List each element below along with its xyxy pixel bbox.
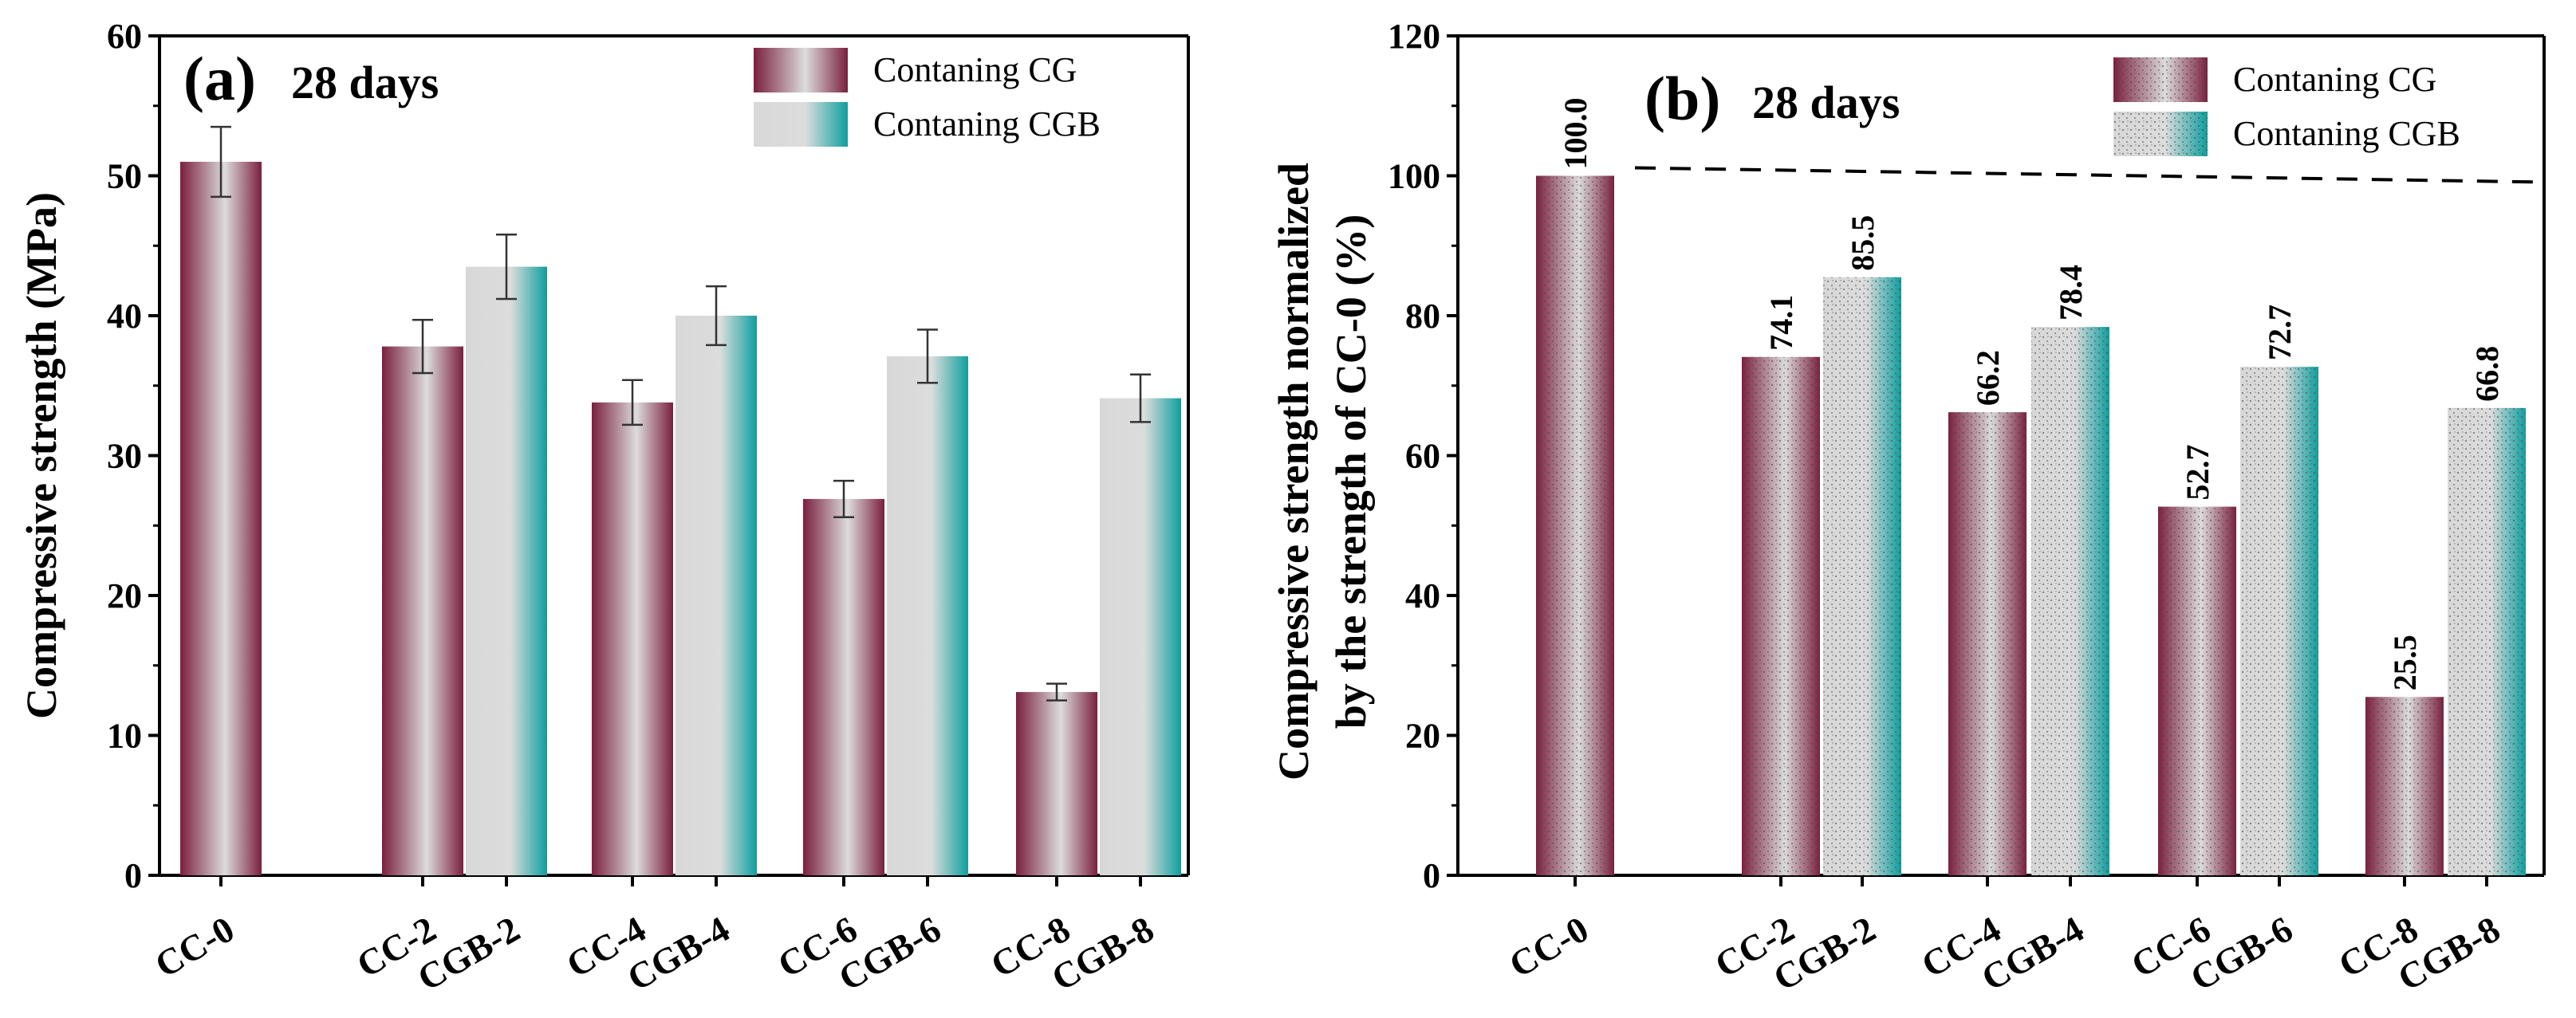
bar-texture-cc-2	[1742, 356, 1820, 876]
x-tick-label-cc-0: CC-0	[1503, 908, 1595, 985]
data-label-cgb-8: 66.8	[2469, 346, 2505, 402]
bar-cgb-8	[1100, 398, 1181, 875]
panel-subtitle-a: 28 days	[291, 57, 439, 108]
bar-cc-0	[180, 161, 262, 875]
panel-letter-b: (b)	[1644, 64, 1720, 133]
data-label-cc-6: 52.7	[2180, 445, 2216, 501]
legend-label-cgb-b: Contaning CGB	[2233, 114, 2460, 153]
data-label-cc-4: 66.2	[1970, 350, 2006, 406]
bar-texture-cgb-2	[1823, 277, 1901, 875]
y-tick-label-b: 80	[1405, 297, 1440, 336]
panel-subtitle-b: 28 days	[1752, 77, 1900, 128]
y-tick-label-b: 20	[1405, 717, 1440, 756]
bar-texture-cc-0	[1536, 175, 1614, 875]
y-tick-label-a: 40	[107, 297, 142, 336]
y-tick-label-a: 0	[124, 856, 142, 895]
y-tick-label-a: 50	[107, 157, 142, 196]
reference-line-100	[1634, 166, 2545, 184]
bar-texture-cgb-8	[2448, 407, 2526, 876]
y-tick-label-a: 60	[107, 17, 142, 56]
bar-cc-4	[592, 402, 673, 875]
y-tick-label-a: 20	[107, 576, 142, 615]
panel-a: 0 10 20 30 40 50 60 Compressive strength (MPa) C…	[18, 17, 1190, 999]
y-tick-label-b: 0	[1423, 856, 1440, 895]
data-label-cc-8: 25.5	[2387, 635, 2423, 690]
panel-b: 0 20 40 60 80 100 120 Compressive strength norm…	[1270, 17, 2546, 999]
bar-cc-8	[1016, 692, 1097, 875]
y-tick-label-b: 100	[1388, 157, 1440, 196]
bar-texture-cgb-4	[2031, 327, 2109, 875]
legend-swatch-cgb-a	[754, 102, 848, 147]
y-axis-title-a: Compressive strength (MPa)	[18, 192, 65, 719]
y-axis-title-line1-b: Compressive strength normalized	[1270, 163, 1318, 780]
bar-cgb-6	[887, 356, 968, 875]
data-label-cc-2: 74.1	[1763, 295, 1799, 351]
data-label-cgb-6: 72.7	[2262, 305, 2298, 360]
bar-cc-6	[803, 498, 884, 875]
data-label-cgb-4: 78.4	[2053, 265, 2089, 320]
bar-cc-2	[382, 346, 463, 875]
data-label-cgb-2: 85.5	[1845, 215, 1881, 271]
legend-label-cgb-a: Contaning CGB	[873, 104, 1101, 143]
data-label-cc-0: 100.0	[1558, 98, 1593, 170]
bar-cgb-4	[676, 316, 757, 875]
legend-swatch-texture-b	[2113, 112, 2208, 156]
legend-swatch-cg-a	[754, 48, 848, 92]
panel-letter-a: (a)	[183, 44, 256, 113]
bar-texture-cc-8	[2365, 697, 2444, 875]
y-axis-title-line2-b: by the strength of CC-0 (%)	[1327, 214, 1375, 729]
y-tick-label-b: 120	[1388, 17, 1440, 56]
legend-label-cg-b: Contaning CG	[2233, 60, 2436, 99]
y-tick-label-b: 40	[1405, 576, 1440, 615]
x-tick-label-cc-0: CC-0	[148, 908, 241, 985]
bar-texture-cgb-6	[2240, 367, 2318, 875]
bar-texture-cc-4	[1948, 412, 2027, 875]
y-tick-label-a: 10	[107, 717, 142, 756]
bar-cgb-2	[466, 266, 547, 875]
y-tick-label-a: 30	[107, 437, 142, 476]
y-tick-label-b: 60	[1405, 437, 1440, 476]
legend-label-cg-a: Contaning CG	[873, 50, 1077, 89]
legend-swatch-texture-b	[2113, 57, 2208, 102]
bar-texture-cc-6	[2158, 506, 2236, 875]
